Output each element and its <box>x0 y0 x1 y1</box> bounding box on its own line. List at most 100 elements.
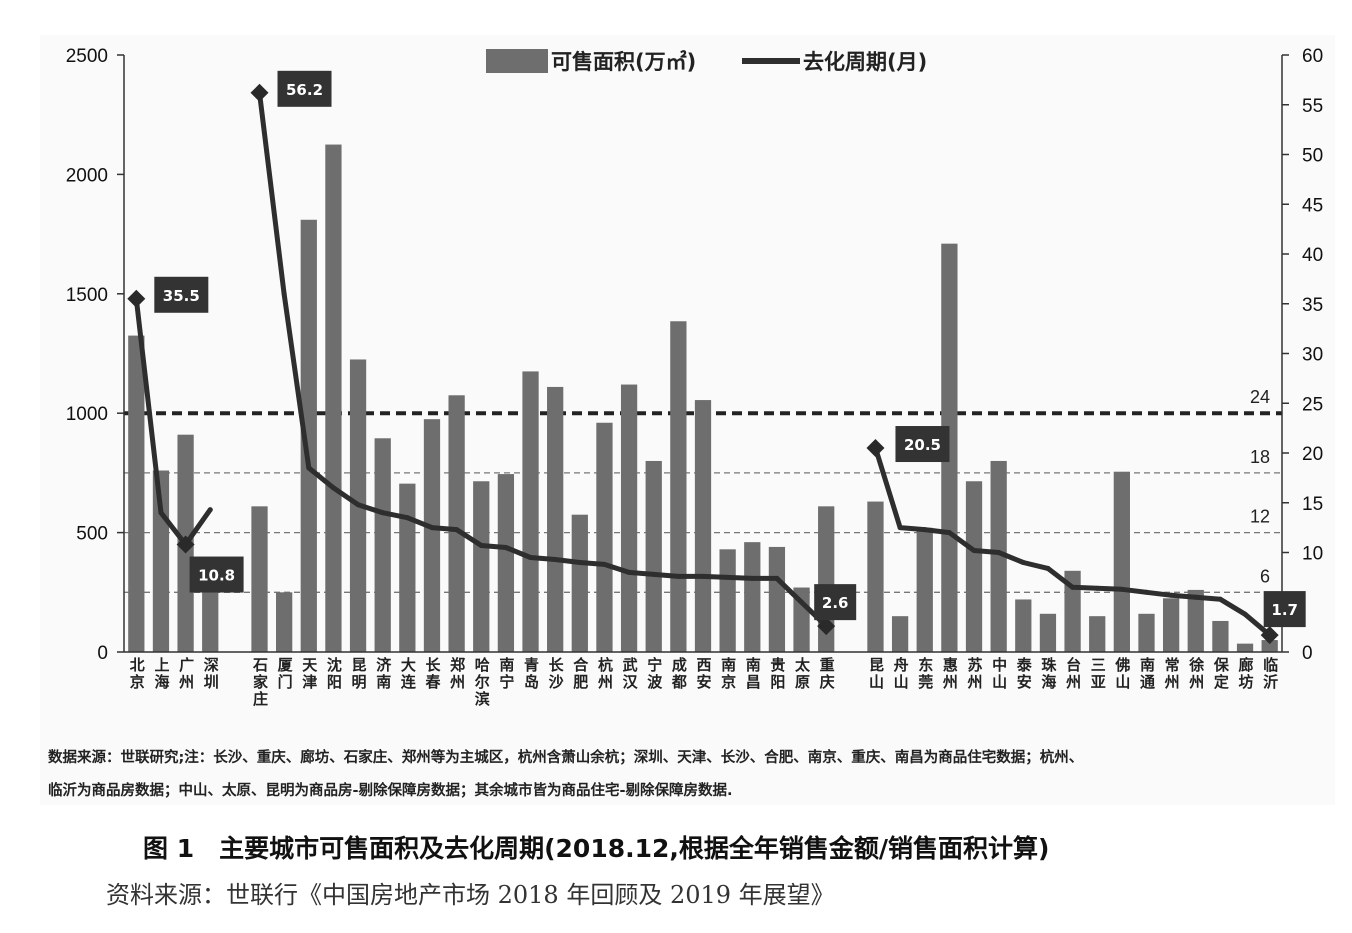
line-point <box>700 573 706 579</box>
category-label: 徐州 <box>1188 656 1204 691</box>
line-point <box>1193 594 1199 600</box>
line-point <box>1020 559 1026 565</box>
line-point <box>675 573 681 579</box>
left-y-axis: 0 500 1000 1500 2000 2500 <box>66 46 125 664</box>
note-line-1: 数据来源：世联研究;注：长沙、重庆、廊坊、石家庄、郑州等为主城区，杭州含萧山余杭… <box>48 748 1083 766</box>
bar <box>571 514 588 652</box>
line-point <box>552 556 558 562</box>
category-label: 南通 <box>1140 656 1155 691</box>
category-label: 上海 <box>154 656 169 691</box>
bar <box>374 438 391 652</box>
bar <box>1236 643 1254 652</box>
callout-label: 10.8 <box>198 567 235 585</box>
bar <box>423 419 441 652</box>
category-label: 常州 <box>1164 656 1180 691</box>
category-label: 南昌 <box>746 656 761 691</box>
line-point <box>1242 611 1248 617</box>
bar <box>916 527 933 652</box>
category-label: 北京 <box>130 656 145 691</box>
line-point <box>306 465 312 471</box>
category-label: 天津 <box>302 656 318 691</box>
left-tick-label: 1500 <box>66 285 108 306</box>
callout-marker <box>817 617 836 636</box>
bar <box>620 384 638 652</box>
line-point <box>601 561 607 567</box>
category-label: 南京 <box>721 656 736 691</box>
category-label: 武汉 <box>623 656 639 691</box>
right-tick-label: 10 <box>1302 544 1323 565</box>
line-point <box>651 571 657 577</box>
category-label: 临沂 <box>1263 656 1278 691</box>
bar <box>1162 598 1180 652</box>
callout-label: 20.5 <box>904 436 941 454</box>
right-tick-label: 25 <box>1302 394 1323 415</box>
legend: 可售面积(万㎡) 去化周期(月) <box>486 49 927 74</box>
category-label: 哈尔滨 <box>475 656 490 708</box>
callout-box <box>1263 591 1306 628</box>
line-point <box>626 569 632 575</box>
bar <box>497 474 515 652</box>
bar <box>448 395 465 652</box>
callout-box <box>895 426 950 463</box>
bar <box>694 400 712 652</box>
line-point <box>429 525 435 531</box>
bar <box>202 582 219 652</box>
category-label: 佛山 <box>1114 656 1130 691</box>
callout-marker <box>127 289 146 308</box>
callout-label: 1.7 <box>1271 601 1298 619</box>
line-point <box>355 502 361 508</box>
line-point <box>971 548 977 554</box>
reference-line-label: 18 <box>1250 447 1270 467</box>
category-label: 贵阳 <box>770 656 785 691</box>
legend-bar-swatch <box>486 49 548 73</box>
category-label: 保定 <box>1213 656 1230 691</box>
line-point <box>799 599 805 605</box>
reference-line-label: 6 <box>1260 566 1270 586</box>
line-point <box>1070 584 1076 590</box>
line-point <box>1045 565 1051 571</box>
left-tick-label: 500 <box>76 524 108 545</box>
category-label: 珠海 <box>1041 656 1057 691</box>
category-label: 西安 <box>696 656 711 691</box>
line-point <box>404 515 410 521</box>
left-tick-label: 2500 <box>66 46 108 67</box>
line-point <box>503 545 509 551</box>
bar <box>325 144 342 653</box>
legend-line-label: 去化周期(月) <box>803 50 927 74</box>
callout-box <box>814 584 857 621</box>
line-series <box>133 90 1273 638</box>
line-point <box>996 550 1002 555</box>
bar <box>547 386 564 652</box>
bar <box>1113 471 1130 652</box>
reference-line-label: 24 <box>1250 387 1270 407</box>
bar <box>1187 589 1204 652</box>
callout-marker <box>250 83 269 102</box>
line-segment <box>257 90 829 629</box>
right-tick-label: 50 <box>1302 146 1323 167</box>
callout-box <box>277 70 332 107</box>
callout-marker <box>866 439 885 458</box>
line-point <box>528 554 534 560</box>
line-point <box>749 575 755 581</box>
note-line-2: 临沂为商品房数据；中山、太原、昆明为商品房-剔除保障房数据；其余城市皆为商品住宅… <box>48 781 733 799</box>
bar <box>473 481 490 652</box>
bar <box>128 335 145 652</box>
bar <box>719 549 736 652</box>
category-label: 大连 <box>401 656 417 691</box>
bar <box>1039 613 1057 652</box>
category-label: 三亚 <box>1091 656 1106 691</box>
category-label: 合肥 <box>572 656 589 691</box>
line-point <box>454 527 460 533</box>
callout-marker <box>176 535 195 554</box>
category-label: 台州 <box>1065 656 1081 691</box>
line-point <box>897 525 903 531</box>
bar <box>251 506 268 652</box>
category-label: 昆明 <box>352 656 367 691</box>
right-tick-label: 20 <box>1302 444 1323 465</box>
right-tick-label: 40 <box>1302 245 1323 266</box>
bar <box>867 501 884 652</box>
category-label: 南宁 <box>499 656 514 691</box>
category-label: 厦门 <box>278 656 294 691</box>
line-point <box>1217 596 1223 602</box>
